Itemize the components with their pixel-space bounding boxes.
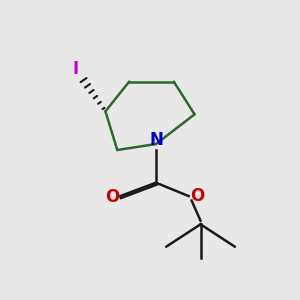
Text: I: I: [73, 60, 79, 78]
Text: O: O: [105, 188, 119, 206]
Text: O: O: [190, 187, 204, 205]
Text: N: N: [149, 130, 163, 148]
